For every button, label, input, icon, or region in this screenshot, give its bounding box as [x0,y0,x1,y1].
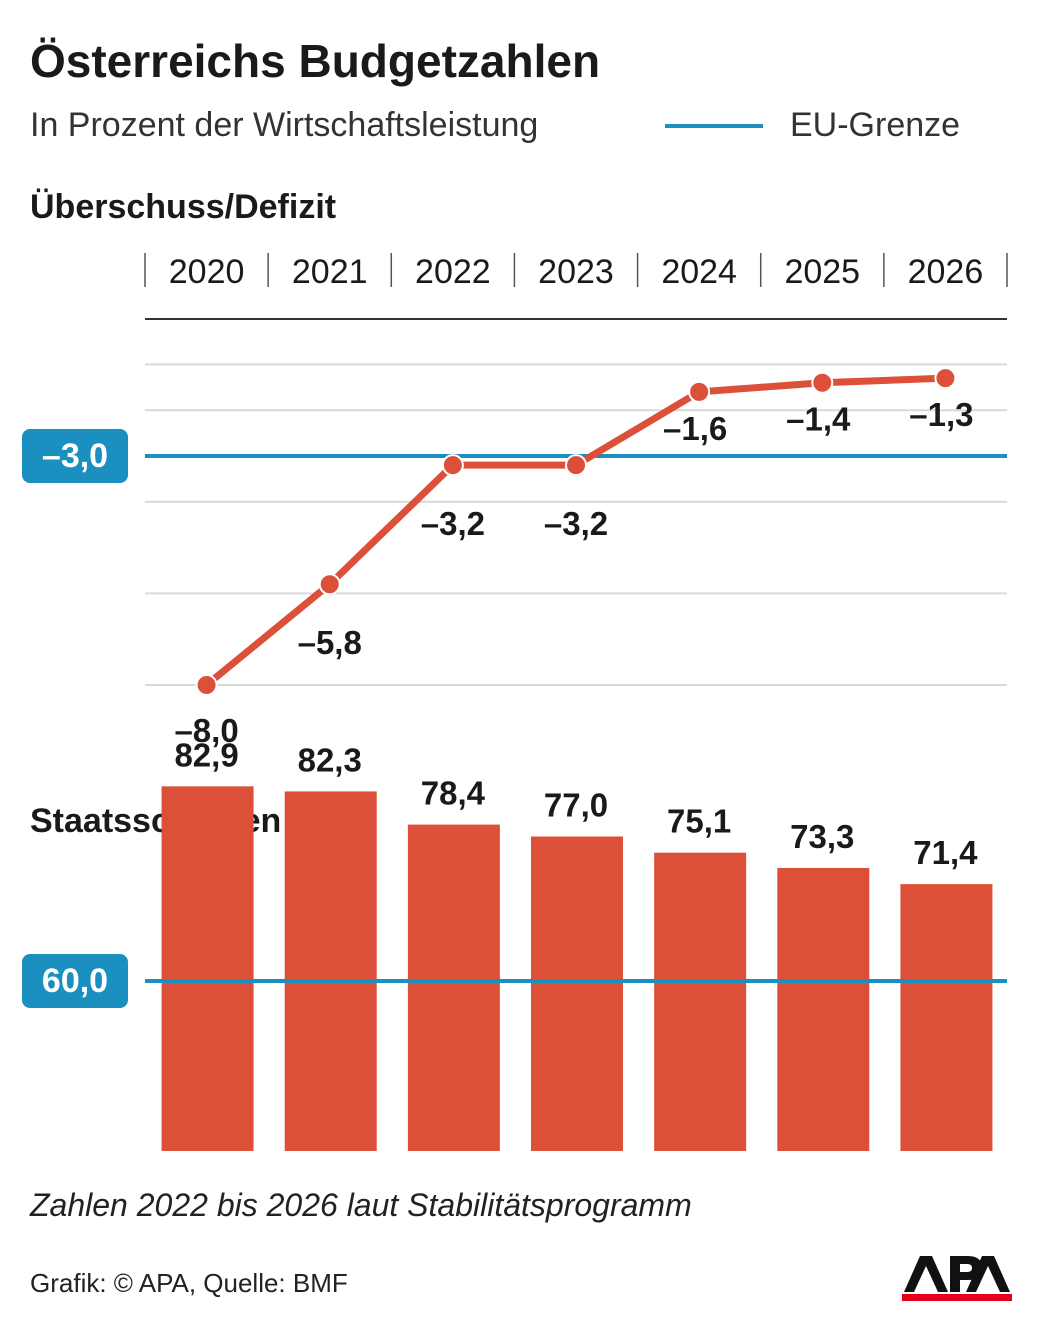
debt-value-label: 75,1 [667,803,731,840]
deficit-value-label: –8,0 [174,712,238,749]
page-title: Österreichs Budgetzahlen [30,35,601,87]
deficit-value-label: –1,4 [786,401,851,438]
deficit-value-label: –3,2 [544,505,608,542]
source-credit: Grafik: © APA, Quelle: BMF [30,1268,348,1298]
deficit-point [318,573,341,596]
debt-value-label: 71,4 [913,834,978,871]
deficit-point [688,380,711,403]
apa-logo [902,1256,1012,1301]
debt-bar [407,824,500,1151]
year-label: 2024 [661,253,737,291]
debt-bar [777,867,870,1151]
debt-value-label: 82,3 [298,741,362,778]
year-label: 2026 [908,253,984,291]
debt-value-label: 77,0 [544,787,608,824]
deficit-section-title: Überschuss/Defizit [30,188,337,226]
year-label: 2023 [538,253,614,291]
legend-eu-label: EU-Grenze [790,106,961,144]
year-label: 2020 [169,253,245,291]
legend-eu-line [665,124,763,128]
debt-bar [900,884,993,1151]
deficit-point [195,674,218,696]
deficit-value-label: –1,3 [909,396,973,433]
debt-limit-badge: 60,0 [22,954,128,1008]
deficit-value-label: –1,6 [663,410,727,447]
debt-bar [284,791,377,1151]
year-label: 2025 [784,253,860,291]
deficit-limit-badge: –3,0 [22,429,128,483]
footnote: Zahlen 2022 bis 2026 laut Stabilitätspro… [30,1187,692,1223]
year-label: 2021 [292,253,368,291]
debt-value-label: 78,4 [421,775,486,812]
debt-bar [531,836,623,1151]
deficit-point [441,454,464,477]
deficit-point [565,454,587,477]
debt-bar [654,852,747,1151]
debt-bar [161,786,254,1151]
debt-value-label: 82,9 [174,736,238,773]
deficit-point [811,371,834,394]
deficit-point [934,367,957,390]
page-subtitle: In Prozent der Wirtschaftsleistung [30,106,539,144]
debt-value-label: 73,3 [790,818,854,855]
deficit-value-label: –5,8 [298,624,362,661]
deficit-value-label: –3,2 [421,505,485,542]
year-label: 2022 [415,253,491,291]
